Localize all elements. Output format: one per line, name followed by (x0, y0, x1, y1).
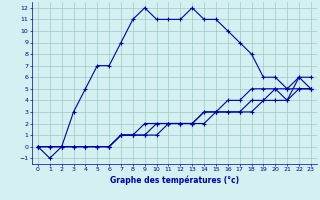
X-axis label: Graphe des températures (°c): Graphe des températures (°c) (110, 175, 239, 185)
